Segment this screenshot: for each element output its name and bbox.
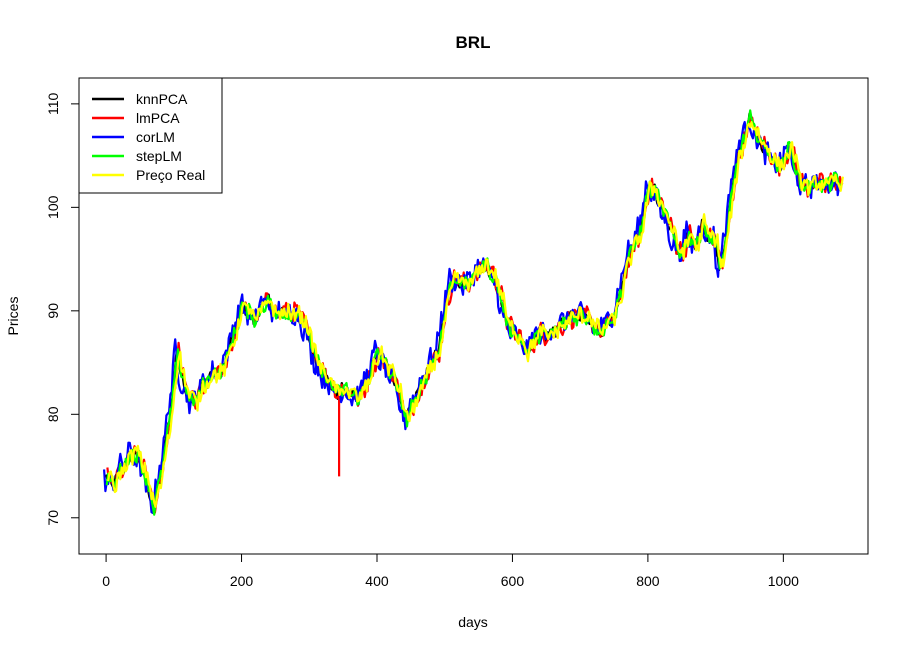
- y-axis-label: Prices: [5, 297, 21, 336]
- x-tick-label: 400: [365, 573, 389, 589]
- series-line: [107, 121, 844, 508]
- legend-label: corLM: [136, 129, 175, 145]
- legend-label: Preço Real: [136, 167, 205, 183]
- x-tick-label: 800: [636, 573, 660, 589]
- legend-label: lmPCA: [136, 110, 180, 126]
- x-tick-label: 200: [230, 573, 254, 589]
- x-axis: 0 200 400 600 800 1000: [102, 553, 799, 589]
- series-layer: [103, 109, 844, 516]
- legend-label: stepLM: [136, 148, 182, 164]
- legend-label: knnPCA: [136, 91, 188, 107]
- chart-title: BRL: [456, 33, 491, 52]
- x-axis-label: days: [458, 614, 488, 630]
- y-tick-label: 90: [45, 303, 61, 319]
- y-tick-label: 100: [45, 195, 61, 219]
- y-tick-label: 110: [45, 93, 61, 116]
- x-tick-label: 1000: [768, 573, 799, 589]
- x-tick-label: 0: [102, 573, 110, 589]
- y-tick-label: 80: [45, 406, 61, 422]
- legend: knnPCA lmPCA corLM stepLM Preço Real: [78, 77, 223, 194]
- y-tick-label: 70: [45, 510, 61, 526]
- x-tick-label: 600: [501, 573, 525, 589]
